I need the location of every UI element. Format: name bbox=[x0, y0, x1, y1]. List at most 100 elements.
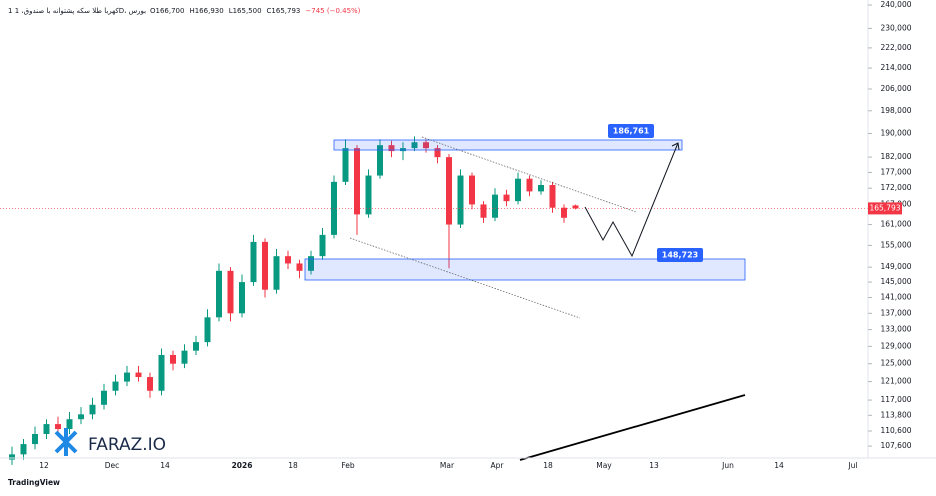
candle-body bbox=[158, 354, 165, 391]
candle-body bbox=[216, 270, 222, 318]
y-tick-label: 137,000 bbox=[880, 308, 911, 317]
forecast-path bbox=[584, 142, 679, 258]
x-tick-label: 18 bbox=[288, 461, 298, 470]
candle-body bbox=[43, 424, 50, 434]
candle-body bbox=[181, 350, 188, 364]
candle-body bbox=[342, 148, 349, 182]
candle-body bbox=[66, 419, 73, 430]
footer: TradingView bbox=[8, 478, 60, 487]
y-tick-label: 129,000 bbox=[880, 341, 911, 350]
label-box bbox=[657, 248, 703, 262]
last-price-label: 165,793 bbox=[869, 203, 900, 212]
candle-body bbox=[538, 185, 544, 192]
candle-body bbox=[78, 414, 84, 420]
candle-body bbox=[273, 256, 280, 290]
y-tick-label: 182,000 bbox=[880, 152, 911, 161]
trend-line bbox=[519, 394, 746, 461]
candle-body bbox=[469, 175, 475, 205]
header-value: −745 (−0.45%) bbox=[305, 7, 360, 15]
candle-body bbox=[135, 372, 142, 378]
x-tick-label: May bbox=[596, 461, 612, 470]
candle-body bbox=[492, 194, 498, 218]
candle-body bbox=[239, 282, 245, 314]
y-tick-label: 155,000 bbox=[880, 240, 911, 249]
header-value: L165,500 bbox=[229, 7, 262, 15]
y-tick-label: 161,000 bbox=[880, 220, 911, 229]
header-value: C165,793 bbox=[267, 7, 301, 15]
candle-body bbox=[55, 424, 61, 430]
candle-body bbox=[319, 234, 326, 257]
x-tick-label: Jul bbox=[847, 461, 857, 470]
candle-body bbox=[101, 390, 107, 405]
plot-area bbox=[0, 136, 868, 465]
y-tick-label: 117,000 bbox=[880, 395, 911, 404]
x-tick-label: 13 bbox=[649, 461, 659, 470]
y-tick-label: 230,000 bbox=[880, 23, 911, 32]
annotation: 186,761 bbox=[613, 127, 650, 136]
candle-body bbox=[377, 145, 383, 176]
candle-body bbox=[503, 194, 510, 202]
candle-body bbox=[262, 241, 268, 290]
y-tick-label: 149,000 bbox=[880, 262, 911, 271]
candle-body bbox=[147, 377, 153, 391]
candle-body bbox=[227, 270, 234, 314]
candle-body bbox=[457, 175, 464, 225]
y-tick-label: 214,000 bbox=[880, 63, 911, 72]
x-tick-label: Dec bbox=[105, 461, 120, 470]
candle-body bbox=[480, 204, 487, 218]
candle-body bbox=[365, 175, 372, 215]
y-tick-label: 206,000 bbox=[880, 84, 911, 93]
candle-body bbox=[112, 381, 119, 391]
y-tick-label: 121,000 bbox=[880, 377, 911, 386]
resistance-zone bbox=[333, 139, 683, 151]
candle-body bbox=[296, 263, 303, 271]
candle-body bbox=[193, 342, 199, 351]
x-tick-label: Mar bbox=[440, 461, 455, 470]
y-tick-label: 141,000 bbox=[880, 292, 911, 301]
support-zone bbox=[304, 258, 746, 281]
x-tick-label: Feb bbox=[341, 461, 355, 470]
header-value: H166,930 bbox=[189, 7, 223, 15]
logo-text: FARAZ.IO bbox=[88, 435, 166, 455]
y-tick-label: 110,600 bbox=[880, 426, 911, 435]
candle-body bbox=[204, 317, 211, 343]
candle-body bbox=[285, 256, 291, 264]
y-tick-label: 222,000 bbox=[880, 43, 911, 52]
y-tick-label: 190,000 bbox=[880, 128, 911, 137]
candle-body bbox=[124, 372, 130, 382]
candle-body bbox=[561, 207, 567, 218]
y-tick-label: 107,600 bbox=[880, 441, 911, 450]
candle-body bbox=[32, 433, 38, 445]
y-tick-label: 113,800 bbox=[880, 410, 911, 419]
annotation: 148,723 bbox=[662, 251, 698, 260]
x-tick-label: Apr bbox=[491, 461, 505, 470]
header-value: O166,700 bbox=[150, 7, 184, 15]
x-tick-label: Jun bbox=[721, 461, 734, 470]
x-tick-label: 14 bbox=[160, 461, 170, 470]
candle-body bbox=[9, 454, 15, 460]
y-axis: 240,000 230,000 222,000 214,000 206,000 198,0… bbox=[868, 0, 912, 450]
x-tick-label: 12 bbox=[39, 461, 49, 470]
header-values: O166,700 H166,930 L165,500 C165,793 −745 (−0… bbox=[150, 7, 361, 15]
label-box bbox=[608, 124, 654, 138]
candle-body bbox=[434, 148, 441, 158]
candle-body bbox=[250, 241, 257, 283]
candle-body bbox=[526, 178, 533, 192]
candle-body bbox=[572, 205, 579, 209]
candle-body bbox=[423, 142, 429, 149]
chart-title: 1 کهربا طلا سکه پشتوانه با صندوق، 1D، بو… bbox=[8, 7, 146, 15]
candle-body bbox=[170, 354, 176, 364]
candle-body bbox=[515, 178, 521, 202]
x-tick-label: 18 bbox=[543, 461, 553, 470]
logo: FARAZ.IO bbox=[54, 428, 166, 456]
candle-body bbox=[354, 148, 360, 215]
y-tick-label: 125,000 bbox=[880, 359, 911, 368]
x-axis: 12 Dec 14 2026 18 Feb Mar Apr 18 May 13 Jun 14 Jul bbox=[39, 461, 857, 470]
x-tick-label: 2026 bbox=[232, 461, 253, 470]
candle-body bbox=[388, 145, 395, 152]
logo-mark bbox=[54, 428, 78, 456]
y-tick-label: 198,000 bbox=[880, 106, 911, 115]
candle-body bbox=[549, 185, 556, 208]
